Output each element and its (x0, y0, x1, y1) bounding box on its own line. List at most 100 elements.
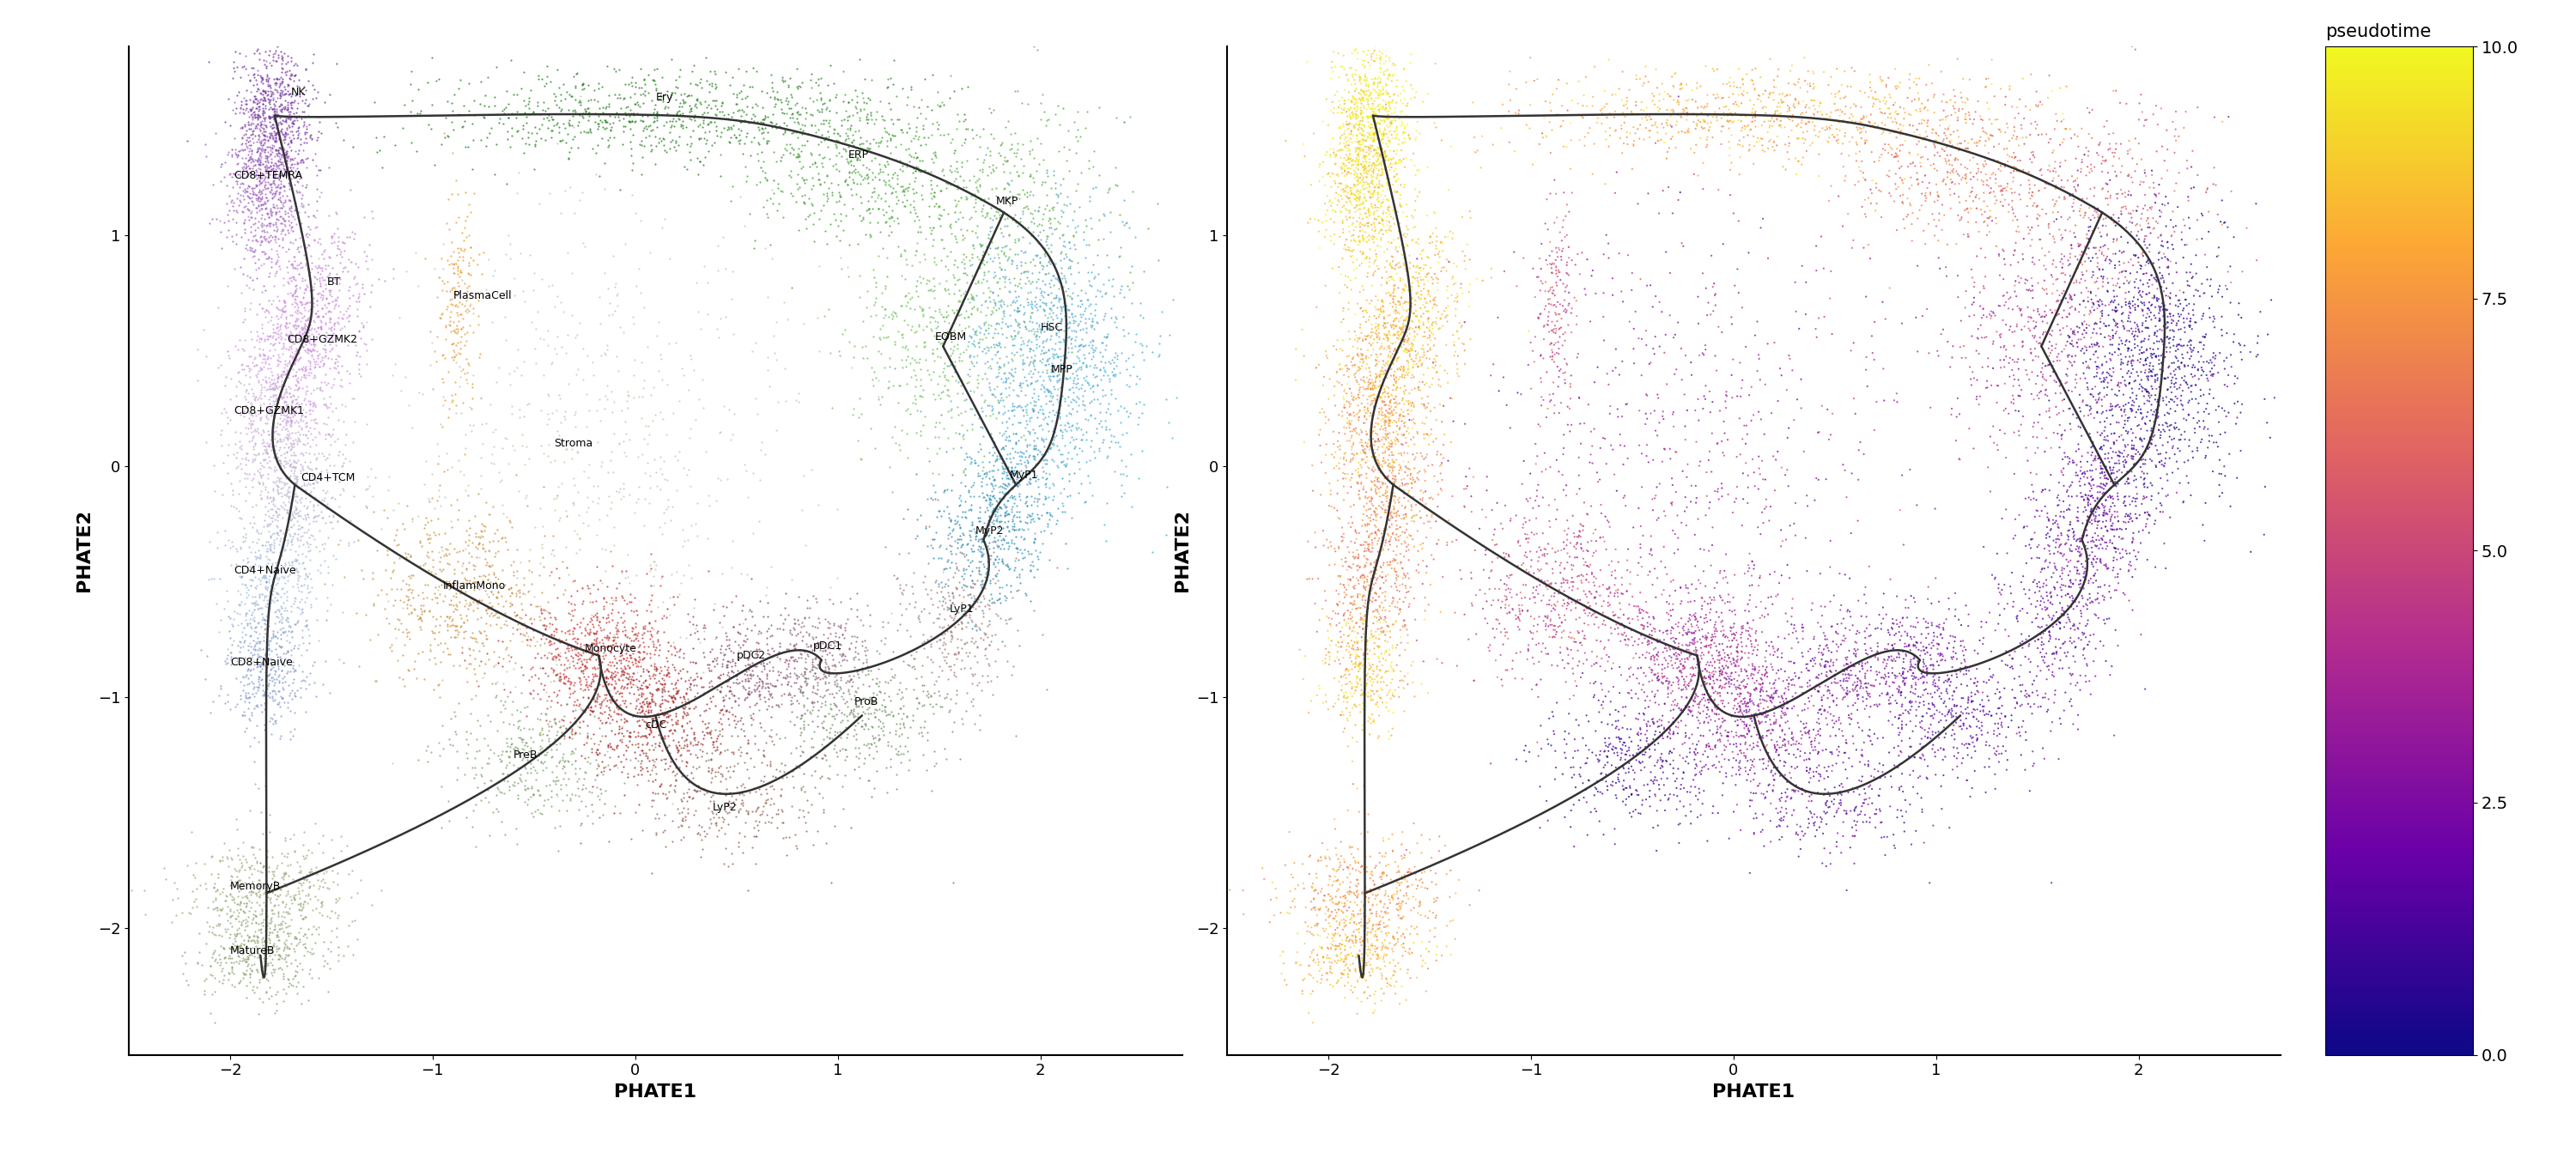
Point (2012, 417, 2053, 436)
Point (386, 627, 428, 646)
Point (1973, 302, 2014, 321)
Point (229, 661, 270, 679)
Point (505, 108, 546, 126)
Point (1695, 705, 1736, 723)
Point (1535, 542, 1577, 561)
Point (2136, 400, 2177, 418)
Point (755, 724, 796, 743)
Point (435, 282, 477, 300)
Point (2107, 165, 2148, 183)
Point (1605, 496, 1646, 515)
Point (675, 619, 716, 637)
Point (992, 335, 1033, 353)
Point (984, 205, 1025, 224)
Point (1033, 423, 1074, 442)
Point (1672, 644, 1713, 663)
Point (252, 687, 294, 706)
Point (1620, 270, 1662, 289)
Point (1342, 610, 1383, 628)
Point (1342, 175, 1383, 194)
Point (969, 229, 1010, 248)
Point (920, 125, 961, 144)
Point (1901, 663, 1942, 681)
Point (2102, 367, 2143, 386)
Point (1033, 297, 1074, 315)
Point (2105, 406, 2146, 424)
Point (255, 946, 296, 964)
Point (714, 686, 755, 705)
Point (654, 782, 696, 801)
Point (595, 756, 636, 774)
Point (1329, 618, 1370, 636)
Point (495, 744, 536, 763)
Point (1340, 124, 1381, 143)
Point (1628, 633, 1669, 651)
Point (1860, 800, 1901, 818)
Point (554, 714, 595, 732)
Point (1672, 81, 1713, 100)
Point (1589, 619, 1631, 637)
Point (587, 673, 629, 692)
Point (1350, 291, 1391, 309)
Point (2164, 319, 2205, 337)
Point (1404, 298, 1445, 316)
Point (415, 155, 456, 174)
Point (1747, 708, 1788, 727)
Point (283, 867, 325, 885)
Point (523, 676, 564, 694)
Point (1875, 651, 1917, 670)
Point (242, 863, 283, 882)
Point (533, 709, 574, 728)
Point (247, 516, 289, 534)
Point (1788, 721, 1829, 739)
Point (265, 556, 307, 575)
Point (654, 447, 696, 466)
Point (1582, 527, 1623, 546)
Point (683, 129, 724, 147)
Point (2017, 501, 2058, 519)
Point (1072, 365, 1113, 384)
Point (224, 134, 265, 153)
Point (219, 919, 260, 938)
Point (461, 415, 502, 433)
Point (1682, 597, 1723, 615)
Point (925, 651, 966, 670)
Point (1747, 759, 1788, 778)
Point (1533, 352, 1574, 371)
Point (265, 829, 307, 847)
Point (263, 907, 304, 926)
Point (598, 89, 639, 108)
Point (1340, 654, 1381, 672)
Point (2128, 503, 2169, 522)
Point (1316, 146, 1358, 165)
Point (2120, 376, 2161, 394)
Point (2102, 530, 2143, 548)
Point (1584, 615, 1625, 634)
Point (1381, 365, 1422, 384)
Point (1373, 589, 1414, 607)
Point (1607, 630, 1649, 649)
Point (1770, 671, 1811, 690)
Point (832, 666, 873, 685)
Point (1048, 307, 1090, 326)
Point (234, 185, 276, 204)
Point (863, 162, 904, 181)
Point (598, 637, 639, 656)
Point (1370, 386, 1412, 404)
Point (750, 377, 791, 395)
Point (1770, 789, 1811, 808)
Point (242, 676, 283, 694)
Point (1625, 687, 1667, 706)
Point (1494, 143, 1535, 161)
Point (585, 97, 626, 116)
Point (791, 195, 832, 213)
Point (422, 739, 464, 758)
Point (1342, 957, 1383, 976)
Point (850, 693, 891, 712)
Point (2069, 350, 2110, 369)
Point (1453, 127, 1494, 146)
Point (786, 622, 827, 641)
Point (1430, 389, 1471, 408)
Point (1638, 666, 1680, 685)
Point (1968, 349, 2009, 367)
